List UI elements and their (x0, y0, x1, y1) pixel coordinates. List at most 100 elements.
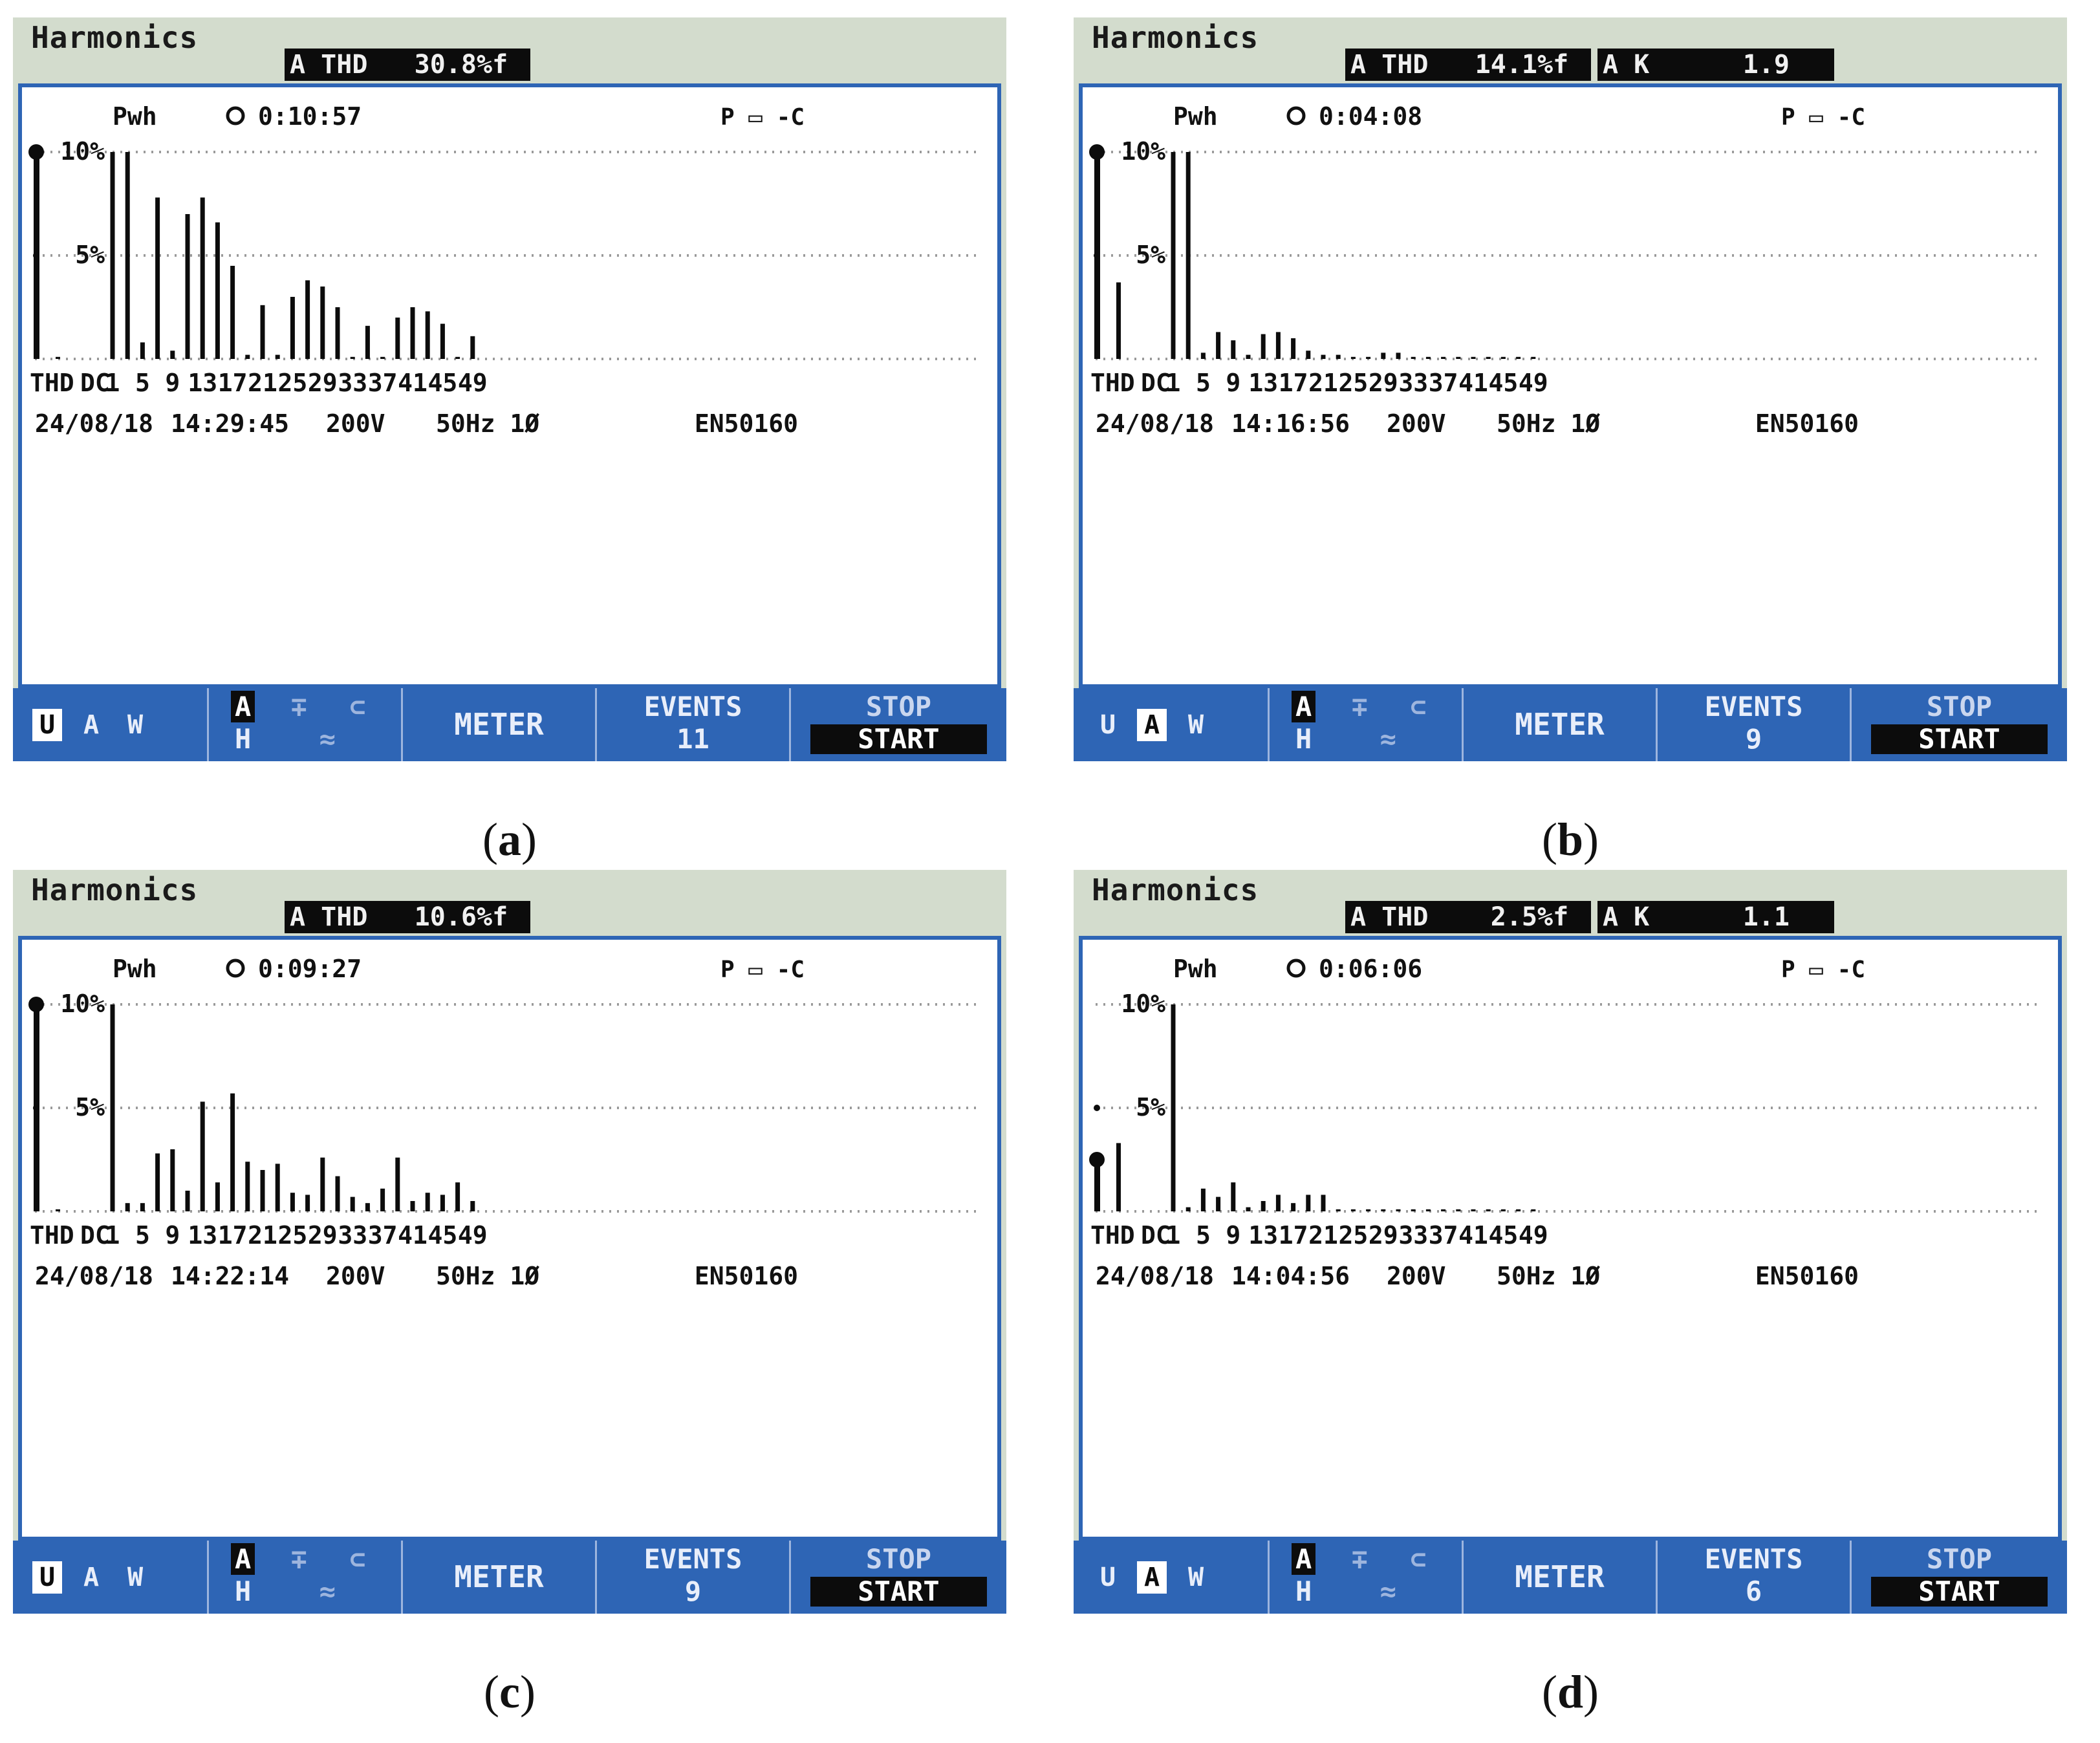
clock-icon (1286, 958, 1306, 978)
harmonic-bar (1456, 356, 1461, 359)
harmonic-bar (1261, 334, 1266, 359)
x-tick-label: 49 (458, 1221, 488, 1250)
harmonic-bar (1275, 332, 1281, 359)
harmonic-bar (395, 318, 400, 359)
harmonics-plot: Pwh 0:06:06 P ▭ -C 10% 5% THD DC 1 5 9 13 17 21 25 29 3… (1079, 936, 2062, 1541)
x-tick-label: 33 (1398, 1221, 1428, 1250)
events-key[interactable]: EVENTS 9 (1656, 688, 1850, 761)
footer-frequency: 50Hz 1Ø (1497, 1262, 1600, 1290)
harmonic-bar (1456, 1209, 1461, 1211)
mode-label: Pwh (1173, 102, 1218, 131)
stop-start-key[interactable]: STOP START (789, 688, 1006, 761)
display-mode-key[interactable]: A ∓ ⊂ H ≈ (1268, 688, 1462, 761)
harmonic-bar (1411, 356, 1416, 359)
meter-key[interactable]: METER (1462, 688, 1656, 761)
y-tick-label: 10% (60, 137, 105, 166)
harmonic-bar (1275, 1195, 1281, 1211)
y-tick-label: 10% (60, 990, 105, 1018)
dc-bar (56, 356, 60, 359)
x-tick-label: 13 (188, 369, 217, 397)
events-key[interactable]: EVENTS 11 (595, 688, 789, 761)
caption-letter: c (499, 1666, 520, 1718)
harmonic-bar (1336, 1209, 1341, 1211)
start-label: START (1871, 724, 2048, 754)
y-tick-label: 10% (1121, 990, 1165, 1018)
mode-top-label: A (231, 1543, 255, 1575)
screen-title: Harmonics (1092, 20, 1259, 55)
x-tick-label: 41 (398, 1221, 428, 1250)
harmonic-bar (320, 287, 325, 359)
x-tick-label: 37 (368, 1221, 398, 1250)
harmonic-bar (455, 1182, 460, 1211)
harmonic-bar (335, 1176, 340, 1211)
footer-date: 24/08/18 (35, 409, 153, 438)
harmonic-bar (110, 1004, 115, 1211)
footer-time: 14:04:56 (1231, 1262, 1350, 1290)
x-tick-label: DC (80, 369, 110, 397)
phase-icon: ∓ (290, 1543, 307, 1575)
display-mode-key[interactable]: A ∓ ⊂ H ≈ (207, 688, 401, 761)
harmonic-bar (1531, 356, 1536, 359)
x-tick-label: 9 (165, 369, 180, 397)
harmonic-bar (410, 307, 415, 359)
stop-start-key[interactable]: STOP START (1850, 688, 2067, 761)
x-tick-label: 49 (1519, 1221, 1548, 1250)
x-tick-label: THD (30, 1221, 74, 1250)
meter-key[interactable]: METER (401, 688, 595, 761)
analyzer-screen: Harmonics A THD 14.1%f A K 1.9 Pwh 0:04:0… (1074, 17, 2067, 761)
harmonic-bar (1185, 152, 1191, 359)
y-tick-label: 5% (75, 1093, 105, 1121)
events-key[interactable]: EVENTS 9 (595, 1541, 789, 1614)
phase-icon: ∓ (1351, 691, 1368, 722)
display-mode-key[interactable]: A ∓ ⊂ H ≈ (207, 1541, 401, 1614)
events-label: EVENTS (644, 691, 742, 722)
footer-standard: EN50160 (695, 409, 798, 438)
power-option: W (127, 710, 144, 740)
x-tick-label: 17 (1279, 1221, 1308, 1250)
mode-label: Pwh (113, 102, 157, 131)
harmonic-bar (365, 325, 370, 359)
meter-key[interactable]: METER (1462, 1541, 1656, 1614)
display-mode-key[interactable]: A ∓ ⊂ H ≈ (1268, 1541, 1462, 1614)
meter-key[interactable]: METER (401, 1541, 595, 1614)
stop-start-key[interactable]: STOP START (1850, 1541, 2067, 1614)
harmonic-bar (1291, 338, 1296, 359)
screen-header: Harmonics A THD 2.5%f A K 1.1 (1074, 870, 2067, 938)
harmonic-bar (125, 152, 130, 359)
harmonic-bar (155, 197, 160, 359)
panel-caption: (b) (1541, 814, 1599, 865)
harmonic-bar (1441, 1209, 1446, 1211)
harmonic-bar (1441, 356, 1446, 359)
harmonic-bar (140, 342, 145, 359)
harmonic-bar (1350, 1209, 1356, 1211)
events-key[interactable]: EVENTS 6 (1656, 1541, 1850, 1614)
thd-bar (1094, 1160, 1100, 1211)
dc-bar (1116, 282, 1121, 359)
x-tick-label: 5 (135, 369, 150, 397)
harmonic-bar (140, 1203, 145, 1211)
y-tick-label: 5% (1136, 241, 1165, 269)
mode-label: Pwh (1173, 955, 1218, 983)
stop-start-key[interactable]: STOP START (789, 1541, 1006, 1614)
thd-readout: A THD 10.6%f (285, 901, 530, 933)
elapsed-time: 0:10:57 (258, 102, 362, 131)
thd-tick-dot (33, 1105, 39, 1111)
x-tick-label: DC (80, 1221, 110, 1250)
elapsed-time: 0:04:08 (1319, 102, 1422, 131)
footer-frequency: 50Hz 1Ø (1497, 409, 1600, 438)
harmonic-bar (1261, 1201, 1266, 1211)
x-tick-label: 9 (1226, 1221, 1240, 1250)
harmonic-bar (290, 1193, 295, 1211)
k-factor-readout: A K 1.9 (1597, 49, 1834, 81)
footer-standard: EN50160 (1755, 1262, 1859, 1290)
harmonic-bar (1486, 356, 1491, 359)
meter-label: METER (454, 707, 544, 742)
harmonic-bar (1516, 356, 1521, 359)
harmonic-bar (1321, 1195, 1326, 1211)
footer-frequency: 50Hz 1Ø (436, 409, 539, 438)
